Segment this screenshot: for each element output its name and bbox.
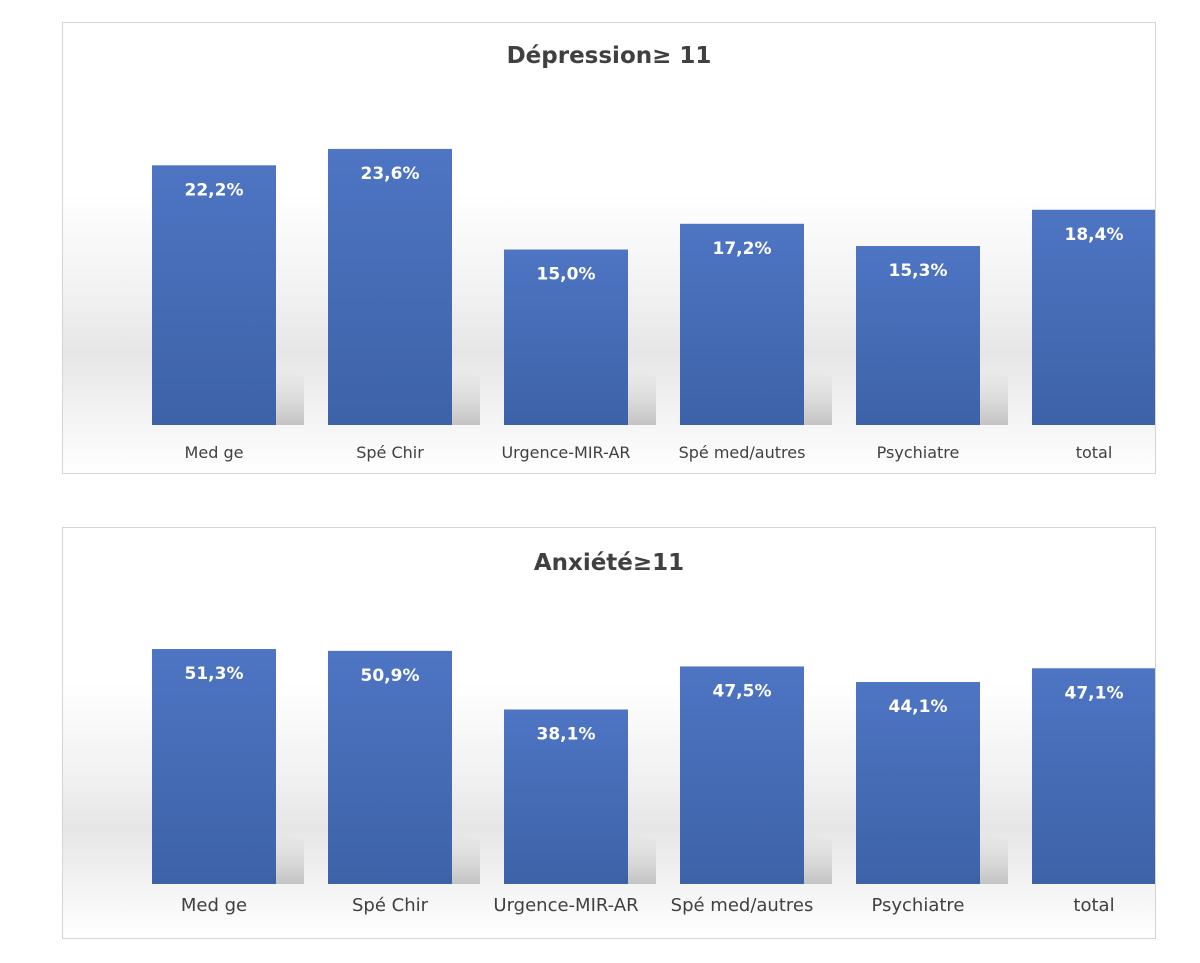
category-label: total — [1073, 895, 1114, 916]
category-label: Med ge — [181, 895, 247, 916]
category-label: Urgence-MIR-AR — [493, 895, 638, 916]
bar — [680, 666, 804, 884]
category-label: Spé Chir — [356, 443, 424, 462]
category-label: Med ge — [185, 443, 244, 462]
bar — [1032, 668, 1155, 884]
data-label: 50,9% — [361, 666, 420, 686]
bar — [1032, 209, 1155, 425]
bar — [680, 223, 804, 425]
data-label: 15,0% — [537, 265, 596, 285]
category-label: Spé Chir — [352, 895, 429, 916]
bar-shadow — [804, 832, 832, 884]
bar — [152, 165, 276, 425]
bar — [152, 649, 276, 884]
bar — [856, 682, 980, 884]
bar-shadow — [980, 369, 1008, 425]
category-label: Urgence-MIR-AR — [501, 443, 630, 462]
chart-title: Anxiété≥11 — [533, 550, 685, 576]
bar-shadow — [276, 369, 304, 425]
bar-shadow — [628, 369, 656, 425]
data-label: 51,3% — [185, 664, 244, 684]
category-label: Psychiatre — [877, 443, 960, 462]
data-label: 18,4% — [1065, 225, 1124, 245]
chart-title: Dépression≥ 11 — [506, 43, 712, 69]
category-label: Spé med/autres — [671, 895, 814, 916]
data-label: 17,2% — [713, 239, 772, 259]
bar — [504, 709, 628, 884]
bar-shadow — [628, 832, 656, 884]
bar-shadow — [452, 832, 480, 884]
bar-shadow — [804, 369, 832, 425]
data-label: 22,2% — [185, 180, 244, 200]
category-label: total — [1076, 443, 1113, 462]
bar-shadow — [452, 369, 480, 425]
data-label: 44,1% — [889, 697, 948, 717]
bar — [504, 249, 628, 425]
depression-bar-chart: 22,2% Med ge 23,6% Spé Chir 15,0% Urgence-MIR… — [152, 148, 1155, 462]
data-label: 23,6% — [361, 164, 420, 184]
bar — [328, 148, 452, 425]
category-label: Spé med/autres — [679, 443, 806, 462]
anxiety-chart-panel: Anxiété≥11 51,3% Med ge 50,9% Spé Chir 38,1%… — [62, 527, 1156, 939]
bar — [856, 246, 980, 425]
data-label: 47,5% — [713, 681, 772, 701]
category-label: Psychiatre — [871, 895, 964, 916]
depression-chart-panel: Dépression≥ 11 22,2% Med ge 23,6% Spé Chir 1… — [62, 22, 1156, 474]
bar-shadow — [276, 832, 304, 884]
data-label: 15,3% — [889, 261, 948, 281]
data-label: 38,1% — [537, 724, 596, 744]
bar-shadow — [980, 832, 1008, 884]
data-label: 47,1% — [1065, 683, 1124, 703]
anxiety-bar-chart: 51,3% Med ge 50,9% Spé Chir 38,1% Urgence-MIR… — [152, 649, 1155, 916]
bar — [328, 650, 452, 884]
